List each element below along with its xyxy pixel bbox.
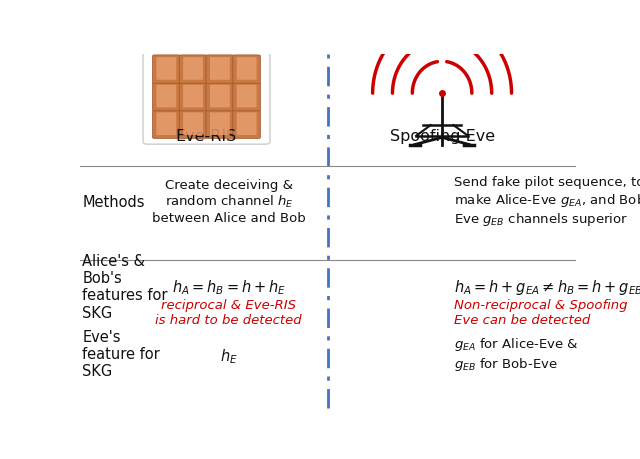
FancyBboxPatch shape: [233, 111, 260, 139]
Text: Alice's &
Bob's
features for
SKG: Alice's & Bob's features for SKG: [83, 253, 168, 320]
FancyBboxPatch shape: [237, 58, 257, 81]
FancyBboxPatch shape: [152, 56, 180, 84]
Text: Methods: Methods: [83, 194, 145, 209]
FancyBboxPatch shape: [156, 85, 176, 108]
FancyBboxPatch shape: [183, 58, 203, 81]
FancyBboxPatch shape: [233, 84, 260, 112]
FancyBboxPatch shape: [237, 85, 257, 108]
Text: Non-reciprocal & Spoofing
Eve can be detected: Non-reciprocal & Spoofing Eve can be det…: [454, 298, 628, 326]
Text: reciprocal & Eve-RIS
is hard to be detected: reciprocal & Eve-RIS is hard to be detec…: [156, 298, 302, 326]
Text: Send fake pilot sequence, to
make Alice-Eve $g_{EA}$, and Bob-
Eve $g_{EB}$ chan: Send fake pilot sequence, to make Alice-…: [454, 176, 640, 228]
Text: $h_A = h_B = h + h_E$: $h_A = h_B = h + h_E$: [172, 277, 286, 296]
Text: Eve-RIS: Eve-RIS: [176, 129, 237, 144]
FancyBboxPatch shape: [179, 111, 207, 139]
Text: Eve's
feature for
SKG: Eve's feature for SKG: [83, 329, 160, 379]
FancyBboxPatch shape: [206, 84, 234, 112]
FancyBboxPatch shape: [183, 113, 203, 136]
FancyBboxPatch shape: [152, 84, 180, 112]
FancyBboxPatch shape: [210, 85, 230, 108]
Text: $h_A = h + g_{EA} \neq h_B = h + g_{EB}$: $h_A = h + g_{EA} \neq h_B = h + g_{EB}$: [454, 277, 640, 296]
FancyBboxPatch shape: [152, 111, 180, 139]
FancyBboxPatch shape: [156, 113, 176, 136]
Text: Spoofing Eve: Spoofing Eve: [390, 129, 495, 144]
FancyBboxPatch shape: [206, 111, 234, 139]
FancyBboxPatch shape: [179, 56, 207, 84]
FancyBboxPatch shape: [183, 85, 203, 108]
FancyBboxPatch shape: [179, 84, 207, 112]
FancyBboxPatch shape: [233, 56, 260, 84]
FancyBboxPatch shape: [237, 113, 257, 136]
FancyBboxPatch shape: [156, 58, 176, 81]
FancyBboxPatch shape: [143, 50, 270, 145]
Text: $h_E$: $h_E$: [220, 346, 237, 365]
FancyBboxPatch shape: [210, 113, 230, 136]
Text: Create deceiving &
random channel $h_E$
between Alice and Bob: Create deceiving & random channel $h_E$ …: [152, 179, 306, 225]
FancyBboxPatch shape: [206, 56, 234, 84]
Text: $g_{EA}$ for Alice-Eve &
$g_{EB}$ for Bob-Eve: $g_{EA}$ for Alice-Eve & $g_{EB}$ for Bo…: [454, 336, 579, 372]
FancyBboxPatch shape: [210, 58, 230, 81]
